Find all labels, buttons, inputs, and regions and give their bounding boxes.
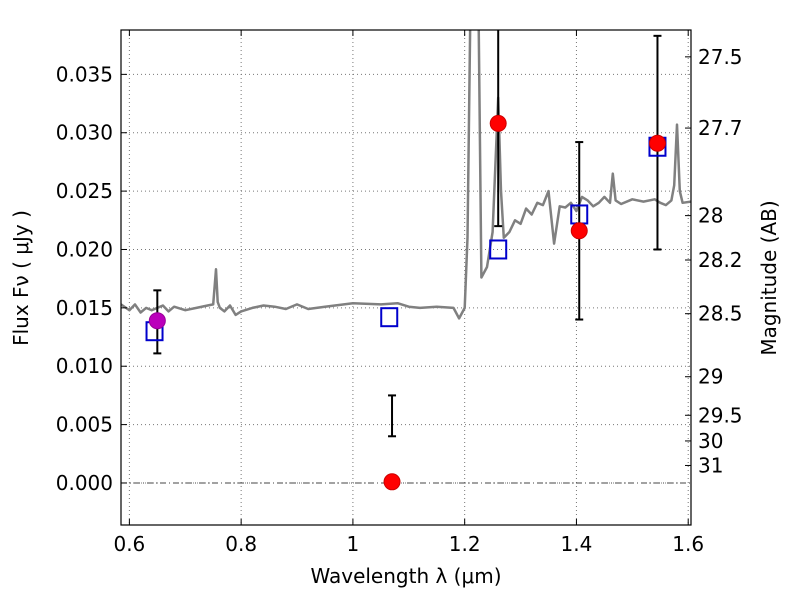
- y-tick-label-6: 0.030: [56, 121, 113, 145]
- x-axis-title: Wavelength λ (μm): [310, 564, 501, 588]
- x-tick-label-4: 1.4: [561, 532, 593, 556]
- y-tick-label-0: 0.000: [56, 471, 113, 495]
- observed-point-2: [570, 222, 588, 240]
- model-point-1: [380, 307, 399, 328]
- y-tick-label-5: 0.025: [56, 179, 113, 203]
- y-axis-title: Flux Fν ( μJy ): [9, 210, 33, 346]
- y2-tick-label-4: 28.5: [698, 302, 743, 326]
- y2-tick-label-5: 29: [698, 365, 723, 389]
- model-spectrum-line: [121, 30, 691, 320]
- observed-point-1: [489, 114, 507, 132]
- x-tick-label-2: 1: [347, 532, 360, 556]
- y2-tick-label-8: 31: [698, 453, 723, 477]
- y-tick-label-1: 0.005: [56, 413, 113, 437]
- y-tick-label-7: 0.035: [56, 62, 113, 86]
- y-tick-label-3: 0.015: [56, 296, 113, 320]
- plot-frame: [120, 29, 692, 526]
- grid-lines: [121, 30, 691, 525]
- x-tick-label-1: 0.8: [225, 532, 257, 556]
- plot-area: [121, 30, 691, 491]
- model-point-2: [489, 239, 508, 260]
- y2-tick-label-2: 28: [698, 204, 723, 228]
- x-tick-label-3: 1.2: [449, 532, 481, 556]
- y2-tick-label-1: 27.7: [698, 116, 743, 140]
- y-tick-label-2: 0.010: [56, 354, 113, 378]
- highlight-point: [148, 312, 166, 330]
- y2-tick-label-6: 29.5: [698, 403, 743, 427]
- y2-tick-label-0: 27.5: [698, 45, 743, 69]
- y2-tick-label-3: 28.2: [698, 248, 743, 272]
- observed-point-3: [648, 134, 666, 152]
- x-tick-label-5: 1.6: [672, 532, 704, 556]
- observed-point-0: [383, 473, 401, 491]
- y2-tick-label-7: 30: [698, 429, 723, 453]
- y-tick-label-4: 0.020: [56, 237, 113, 261]
- axis-ticks: 0.6 0.8 1 1.2 1.4 1.6 0.000 0.005 0.010 0.015 0.02…: [56, 30, 743, 556]
- x-tick-label-0: 0.6: [113, 532, 145, 556]
- y2-axis-title: Magnitude (AB): [757, 200, 781, 355]
